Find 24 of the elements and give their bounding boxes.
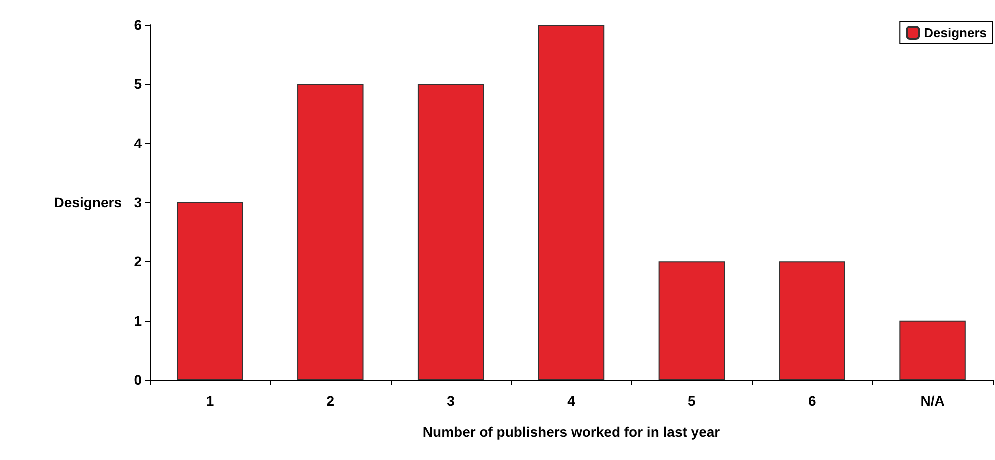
y-tick-label: 1 [134, 312, 142, 329]
y-tick-label: 5 [134, 76, 142, 92]
x-tick-label: 1 [206, 393, 214, 409]
x-tick-label: N/A [920, 393, 945, 409]
x-tick-label: 6 [808, 393, 816, 409]
y-axis-title: Designers [54, 194, 122, 210]
x-tick-label: 4 [568, 393, 576, 409]
bar [900, 320, 966, 380]
x-tick-label: 3 [447, 393, 456, 409]
x-tick-label: 2 [326, 393, 335, 409]
legend-label: Designers [924, 26, 988, 40]
bar [418, 84, 484, 380]
y-tick-label: 2 [134, 254, 142, 270]
bar [177, 202, 244, 380]
y-tick-label: 0 [134, 372, 142, 388]
x-tick-label: 5 [688, 393, 696, 409]
y-tick-label: 4 [134, 135, 142, 152]
bar [779, 262, 846, 380]
bar [658, 262, 726, 380]
y-tick-label: 6 [134, 17, 142, 33]
bar [538, 25, 605, 380]
y-tick-label: 3 [134, 194, 142, 210]
bar [298, 84, 364, 380]
x-axis-title: Number of publishers worked for in last year [422, 424, 721, 440]
